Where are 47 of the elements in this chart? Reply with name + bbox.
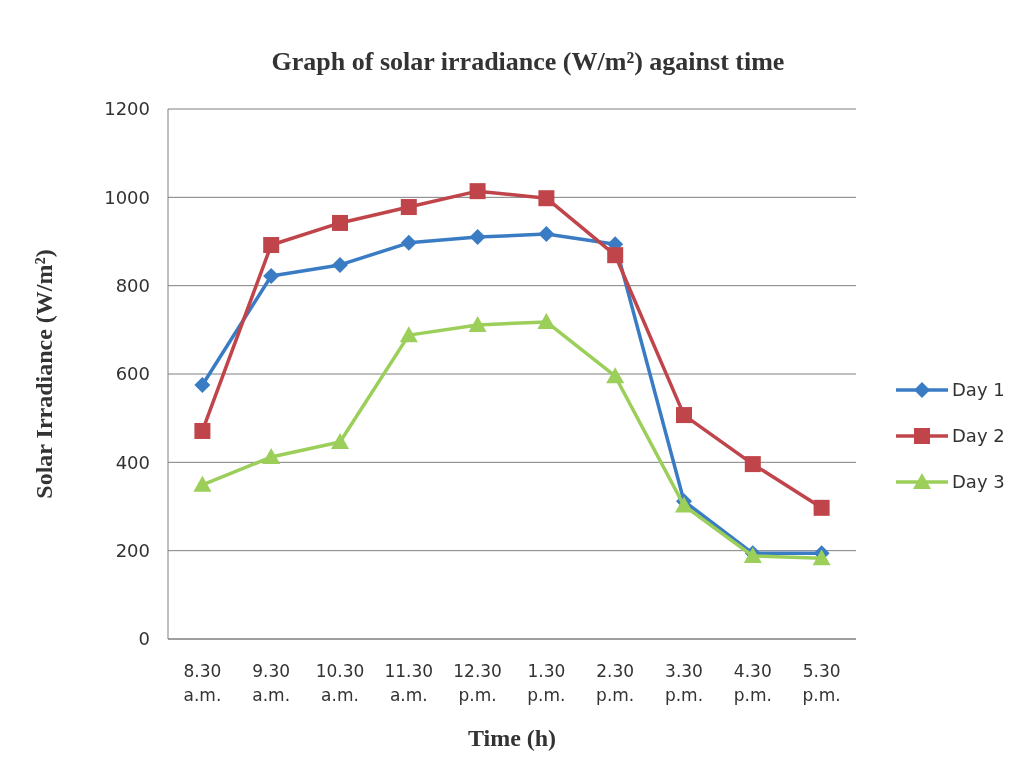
point bbox=[538, 225, 555, 242]
x-tick-label: 10.30 a.m. bbox=[315, 661, 365, 705]
point bbox=[606, 367, 625, 384]
legend-label: Day 2 bbox=[952, 425, 1005, 447]
legend-label: Day 1 bbox=[952, 379, 1005, 401]
point bbox=[332, 214, 348, 231]
x-tick-label: 5.30 p.m. bbox=[802, 661, 841, 705]
point bbox=[331, 433, 349, 450]
x-tick-label: 4.30 p.m. bbox=[733, 661, 772, 705]
x-tick-label: 3.30 p.m. bbox=[664, 661, 704, 705]
y-tick-label: 1200 bbox=[104, 98, 150, 120]
point bbox=[194, 377, 211, 394]
point bbox=[469, 229, 486, 246]
x-tick-label: 8.30 a.m. bbox=[183, 661, 222, 705]
x-tick-label: 12.30 p.m. bbox=[453, 661, 502, 705]
x-tick-label: 11.30 a.m. bbox=[384, 661, 434, 705]
point bbox=[676, 407, 692, 424]
chart-title: Graph of solar irradiance (W/m²) against time bbox=[271, 47, 785, 76]
point bbox=[400, 199, 417, 216]
point bbox=[538, 190, 555, 207]
point bbox=[263, 267, 280, 284]
point bbox=[400, 234, 417, 251]
point bbox=[263, 237, 280, 254]
y-tick-label: 800 bbox=[115, 274, 150, 296]
point bbox=[812, 549, 831, 566]
point bbox=[813, 499, 830, 516]
y-tick-label: 600 bbox=[115, 363, 150, 385]
point bbox=[537, 312, 556, 329]
y-tick-label: 400 bbox=[115, 451, 150, 473]
point bbox=[607, 247, 624, 264]
y-tick-label: 1000 bbox=[104, 186, 150, 208]
y-tick-label: 0 bbox=[138, 628, 150, 650]
y-tick-label: 200 bbox=[115, 539, 150, 561]
point bbox=[262, 448, 281, 465]
point bbox=[744, 456, 761, 473]
point bbox=[399, 326, 418, 343]
x-axis-title: Time (h) bbox=[467, 725, 557, 751]
x-tick-label: 2.30 p.m. bbox=[596, 661, 635, 705]
point bbox=[194, 422, 211, 439]
y-axis-title: Solar Irradiance (W/m²) bbox=[31, 249, 57, 499]
x-tick-label: 1.30 p.m. bbox=[527, 661, 566, 705]
point bbox=[332, 256, 348, 273]
point bbox=[193, 475, 212, 492]
point bbox=[469, 183, 486, 200]
point bbox=[468, 315, 487, 332]
x-tick-label: 9.30 a.m. bbox=[252, 661, 291, 705]
legend-label: Day 3 bbox=[952, 471, 1005, 493]
